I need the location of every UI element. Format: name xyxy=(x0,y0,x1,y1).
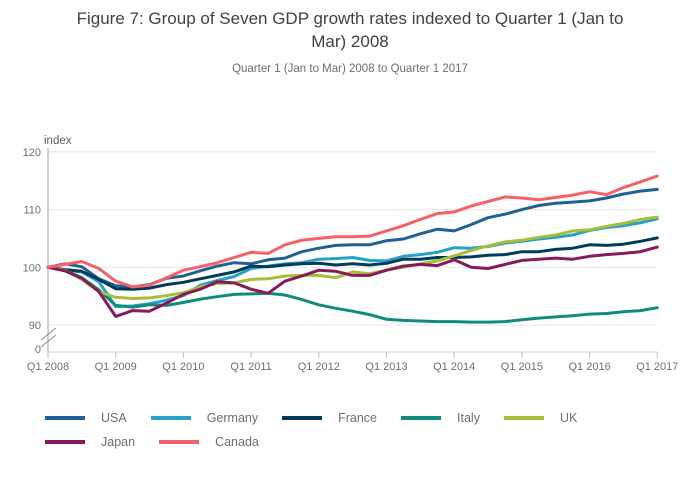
x-tick-label-Q1-2009: Q1 2009 xyxy=(95,361,137,373)
y-tick-label-120: 120 xyxy=(23,147,41,159)
y-tick-label-100: 100 xyxy=(23,262,41,274)
x-tick-label-Q1-2017: Q1 2017 xyxy=(636,361,678,373)
x-tick-label-Q1-2011: Q1 2011 xyxy=(230,361,271,373)
line-chart: 120 110 100 90 0 index Q1 2008 Q1 2009 Q1 2010 Q1… xyxy=(23,135,679,373)
legend-label-japan: Japan xyxy=(101,435,136,449)
x-tick-label-Q1-2010: Q1 2010 xyxy=(162,361,204,373)
legend-label-germany: Germany xyxy=(206,411,259,425)
y-tick-label-0: 0 xyxy=(35,344,41,356)
legend-swatch-france xyxy=(282,416,323,420)
legend-swatch-canada xyxy=(159,440,200,444)
legend-swatch-germany xyxy=(150,416,191,420)
x-tick-label-Q1-2014: Q1 2014 xyxy=(433,361,475,373)
legend-label-usa: USA xyxy=(101,411,127,425)
legend-item-usa: USA xyxy=(45,411,127,425)
legend-item-germany: Germany xyxy=(150,411,259,425)
x-tick-label-Q1-2013: Q1 2013 xyxy=(365,361,407,373)
axis-break-mark xyxy=(40,334,57,348)
legend-swatch-usa xyxy=(45,416,85,420)
legend-item-canada: Canada xyxy=(159,435,259,449)
legend-label-canada: Canada xyxy=(215,435,259,449)
chart-subtitle: Quarter 1 (Jan to Mar) 2008 to Quarter 1… xyxy=(232,62,468,75)
legend-label-italy: Italy xyxy=(457,411,480,425)
legend-swatch-uk xyxy=(503,416,544,420)
legend-item-france: France xyxy=(282,411,377,425)
legend-row-2: Japan Canada xyxy=(45,430,675,454)
legend-swatch-japan xyxy=(45,440,85,444)
series-line-japan xyxy=(46,245,659,318)
series-line-italy xyxy=(46,265,659,324)
series-line-uk xyxy=(46,215,659,300)
y-tick-label-90: 90 xyxy=(29,320,41,332)
legend-row-1: USA Germany France Italy UK xyxy=(45,406,675,430)
series-line-canada xyxy=(46,174,659,289)
x-tick-label-Q1-2016: Q1 2016 xyxy=(568,361,610,373)
legend-label-france: France xyxy=(338,411,378,425)
x-tick-label-Q1-2012: Q1 2012 xyxy=(298,361,340,373)
legend-swatch-italy xyxy=(401,416,442,420)
legend-item-italy: Italy xyxy=(401,411,480,425)
chart-title: Figure 7: Group of Seven GDP growth rate… xyxy=(76,9,624,51)
chart-area: 120 110 100 90 0 index Q1 2008 Q1 2009 Q1 2010 Q1… xyxy=(0,130,700,380)
x-tick-label-Q1-2008: Q1 2008 xyxy=(27,361,69,373)
y-axis-unit-label: index xyxy=(44,135,72,147)
x-tick-label-Q1-2015: Q1 2015 xyxy=(501,361,543,373)
series-line-france xyxy=(46,236,659,291)
y-tick-label-110: 110 xyxy=(23,205,41,217)
legend-label-uk: UK xyxy=(559,411,578,425)
axis-break-mark xyxy=(40,327,57,341)
legend: USA Germany France Italy UK Japan Canada xyxy=(45,406,675,454)
title-block: Figure 7: Group of Seven GDP growth rate… xyxy=(0,8,700,75)
legend-item-japan: Japan xyxy=(45,435,135,449)
legend-item-uk: UK xyxy=(503,411,578,425)
